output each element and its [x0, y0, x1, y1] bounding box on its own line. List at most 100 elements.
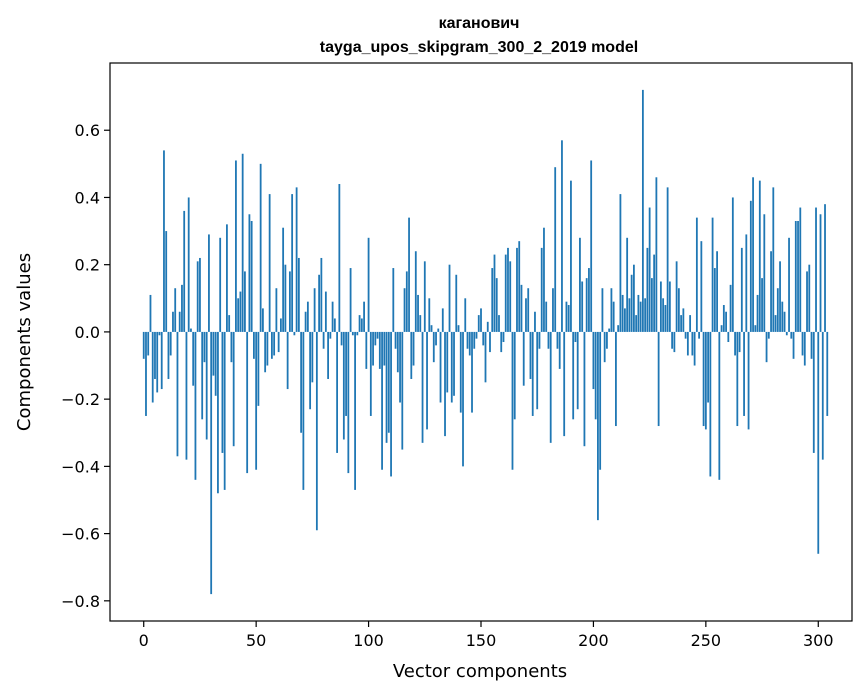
bar	[565, 301, 568, 332]
bar	[459, 331, 462, 413]
bar	[282, 227, 285, 332]
bar	[403, 288, 406, 332]
y-tick-label: −0.2	[61, 390, 100, 409]
bar	[646, 247, 649, 332]
bar	[329, 331, 332, 339]
bar	[232, 331, 235, 447]
bar	[525, 298, 527, 332]
y-tick-label: −0.6	[61, 525, 100, 544]
bar	[765, 331, 768, 363]
bar	[657, 331, 660, 427]
bar	[480, 308, 482, 332]
bar	[306, 301, 309, 332]
bar	[410, 331, 413, 379]
bar	[545, 301, 548, 332]
bar	[423, 261, 426, 332]
bar	[740, 247, 743, 332]
bar	[172, 311, 174, 332]
bar	[309, 331, 312, 410]
bar	[810, 331, 813, 359]
bar	[365, 331, 368, 369]
bar	[668, 281, 671, 332]
bar	[704, 331, 707, 430]
x-tick-label: 150	[466, 631, 497, 650]
bar	[297, 257, 300, 332]
bar	[686, 331, 689, 356]
bar	[160, 331, 163, 390]
bar	[311, 331, 314, 383]
bar	[345, 331, 347, 416]
bar	[722, 305, 725, 332]
bar	[421, 331, 424, 443]
bar	[437, 328, 440, 332]
bar	[286, 331, 289, 390]
bar	[185, 331, 188, 460]
bar	[291, 194, 294, 332]
bar	[455, 274, 458, 332]
bar	[693, 331, 696, 366]
bar	[806, 271, 808, 332]
bar	[394, 331, 397, 349]
bar	[707, 331, 709, 403]
bar	[457, 325, 460, 332]
bar	[745, 234, 748, 332]
bar	[158, 331, 161, 336]
bar	[468, 331, 471, 356]
bar	[383, 331, 386, 366]
bar	[203, 331, 206, 363]
bar	[585, 278, 588, 332]
bar	[713, 268, 716, 332]
bar	[671, 331, 674, 349]
bar	[363, 301, 365, 332]
bar	[599, 331, 602, 470]
bar	[761, 278, 763, 332]
bar	[273, 331, 276, 356]
bar	[655, 177, 658, 332]
bar	[262, 308, 264, 332]
bar	[176, 331, 179, 457]
bar	[736, 331, 739, 427]
bar	[477, 315, 480, 332]
bar	[169, 331, 172, 356]
bar	[504, 254, 507, 332]
bar	[558, 331, 561, 369]
bar	[792, 331, 795, 359]
bar	[324, 291, 327, 332]
bar	[381, 331, 383, 470]
bar	[635, 315, 638, 332]
bar	[673, 331, 676, 353]
bar	[194, 331, 197, 480]
bar	[756, 294, 759, 332]
bar	[547, 331, 550, 349]
bar	[255, 331, 258, 470]
x-tick-label: 0	[139, 631, 149, 650]
bar	[689, 315, 692, 332]
y-tick-label: 0.2	[75, 256, 100, 275]
y-tick-label: 0.6	[75, 121, 100, 140]
bar	[659, 281, 662, 332]
bar	[815, 207, 817, 332]
bar	[212, 331, 215, 376]
bar	[758, 180, 761, 332]
bar	[205, 331, 208, 440]
y-axis-label: Components values	[14, 253, 35, 431]
bar	[509, 261, 512, 332]
bar	[821, 331, 824, 460]
bar	[500, 331, 503, 353]
bar	[444, 331, 446, 437]
bar	[473, 331, 476, 349]
bar	[419, 315, 422, 332]
bar	[464, 298, 467, 332]
bar	[318, 274, 321, 332]
bar	[601, 288, 604, 332]
bar	[700, 241, 703, 332]
bar	[603, 331, 606, 363]
bar	[277, 331, 280, 353]
bar	[405, 271, 408, 332]
bar	[779, 261, 781, 332]
bar	[518, 241, 521, 332]
bar	[626, 237, 629, 332]
x-tick-label: 50	[246, 631, 266, 650]
bar	[491, 268, 494, 332]
bar	[785, 331, 788, 336]
